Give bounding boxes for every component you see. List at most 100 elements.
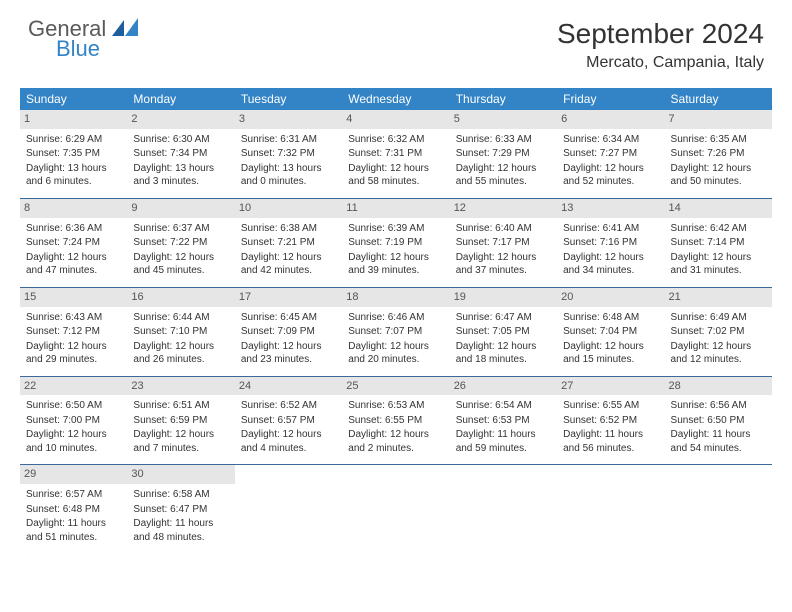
logo-text-part2: Blue	[56, 38, 138, 60]
daylight-text: Daylight: 12 hours and 31 minutes.	[671, 251, 766, 278]
sunrise-text: Sunrise: 6:38 AM	[241, 222, 336, 236]
sunrise-text: Sunrise: 6:55 AM	[563, 399, 658, 413]
calendar-row: 29 Sunrise: 6:57 AMSunset: 6:48 PM Dayligh…	[20, 465, 772, 553]
day-number: 16	[127, 288, 234, 307]
calendar-cell: 23Sunrise: 6:51 AMSunset: 6:59 PMDayligh…	[127, 376, 234, 465]
daylight-text: Daylight: 12 hours and 18 minutes.	[456, 340, 551, 367]
sunset-text: Sunset: 7:09 PM	[241, 325, 336, 339]
daylight-text: Daylight: 11 hours and 48 minutes.	[133, 517, 228, 544]
daylight-text: Daylight: 12 hours and 15 minutes.	[563, 340, 658, 367]
calendar-cell: 7Sunrise: 6:35 AMSunset: 7:26 PMDaylight…	[665, 110, 772, 198]
calendar-cell: 26Sunrise: 6:54 AMSunset: 6:53 PMDayligh…	[450, 376, 557, 465]
day-number: 26	[450, 377, 557, 396]
daylight-text: Daylight: 12 hours and 37 minutes.	[456, 251, 551, 278]
daylight-text: Daylight: 11 hours and 59 minutes.	[456, 428, 551, 455]
sunrise-text: Sunrise: 6:53 AM	[348, 399, 443, 413]
calendar-cell: 4 Sunrise: 6:32 AMSunset: 7:31 PMDaylight…	[342, 110, 449, 198]
daylight-text: Daylight: 12 hours and 52 minutes.	[563, 162, 658, 189]
day-number: 25	[342, 377, 449, 396]
sunrise-text: Sunrise: 6:45 AM	[241, 311, 336, 325]
calendar-cell: 17Sunrise: 6:45 AMSunset: 7:09 PMDayligh…	[235, 287, 342, 376]
day-number: 3	[235, 110, 342, 129]
sunset-text: Sunset: 7:04 PM	[563, 325, 658, 339]
day-number: 28	[665, 377, 772, 396]
logo-text: General Blue	[28, 18, 138, 60]
logo: General Blue	[28, 18, 138, 60]
daylight-text: Daylight: 12 hours and 47 minutes.	[26, 251, 121, 278]
sunrise-text: Sunrise: 6:51 AM	[133, 399, 228, 413]
sunrise-text: Sunrise: 6:42 AM	[671, 222, 766, 236]
daylight-text: Daylight: 12 hours and 29 minutes.	[26, 340, 121, 367]
day-number: 19	[450, 288, 557, 307]
sunset-text: Sunset: 6:57 PM	[241, 414, 336, 428]
sunset-text: Sunset: 7:26 PM	[671, 147, 766, 161]
sunrise-text: Sunrise: 6:41 AM	[563, 222, 658, 236]
sunrise-text: Sunrise: 6:31 AM	[241, 133, 336, 147]
title-block: September 2024 Mercato, Campania, Italy	[557, 18, 764, 72]
calendar-cell: 30 Sunrise: 6:58 AMSunset: 6:47 PMDayligh…	[127, 465, 234, 553]
calendar-row: 22 Sunrise: 6:50 AMSunset: 7:00 PM Dayligh…	[20, 376, 772, 465]
calendar-cell: 14Sunrise: 6:42 AMSunset: 7:14 PMDayligh…	[665, 198, 772, 287]
daylight-text: Daylight: 12 hours and 34 minutes.	[563, 251, 658, 278]
day-number: 27	[557, 377, 664, 396]
daylight-text: Daylight: 12 hours and 2 minutes.	[348, 428, 443, 455]
day-number: 22	[20, 377, 127, 396]
sunset-text: Sunset: 7:12 PM	[26, 325, 121, 339]
calendar-cell: 15Sunrise: 6:43 AMSunset: 7:12 PMDayligh…	[20, 287, 127, 376]
calendar-row: 8Sunrise: 6:36 AMSunset: 7:24 PMDaylight…	[20, 198, 772, 287]
day-number: 29	[20, 465, 127, 484]
calendar-cell: 11Sunrise: 6:39 AMSunset: 7:19 PMDayligh…	[342, 198, 449, 287]
sunrise-text: Sunrise: 6:32 AM	[348, 133, 443, 147]
sunset-text: Sunset: 6:48 PM	[26, 503, 121, 517]
calendar-table: Sunday Monday Tuesday Wednesday Thursday…	[20, 88, 772, 553]
sunset-text: Sunset: 7:27 PM	[563, 147, 658, 161]
calendar-cell: 16Sunrise: 6:44 AMSunset: 7:10 PMDayligh…	[127, 287, 234, 376]
sunrise-text: Sunrise: 6:52 AM	[241, 399, 336, 413]
calendar-cell	[450, 465, 557, 553]
day-number: 11	[342, 199, 449, 218]
daylight-text: Daylight: 12 hours and 7 minutes.	[133, 428, 228, 455]
calendar-cell: 27Sunrise: 6:55 AMSunset: 6:52 PMDayligh…	[557, 376, 664, 465]
sunrise-text: Sunrise: 6:46 AM	[348, 311, 443, 325]
sunrise-text: Sunrise: 6:48 AM	[563, 311, 658, 325]
sunset-text: Sunset: 7:19 PM	[348, 236, 443, 250]
sunrise-text: Sunrise: 6:57 AM	[26, 488, 121, 502]
calendar-cell: 20Sunrise: 6:48 AMSunset: 7:04 PMDayligh…	[557, 287, 664, 376]
header: General Blue September 2024 Mercato, Cam…	[0, 0, 792, 80]
sunrise-text: Sunrise: 6:49 AM	[671, 311, 766, 325]
daylight-text: Daylight: 12 hours and 58 minutes.	[348, 162, 443, 189]
daylight-text: Daylight: 12 hours and 50 minutes.	[671, 162, 766, 189]
calendar-cell: 6Sunrise: 6:34 AMSunset: 7:27 PMDaylight…	[557, 110, 664, 198]
sunset-text: Sunset: 7:32 PM	[241, 147, 336, 161]
sunrise-text: Sunrise: 6:36 AM	[26, 222, 121, 236]
sunset-text: Sunset: 7:34 PM	[133, 147, 228, 161]
day-number: 1	[20, 110, 127, 129]
calendar-cell: 21Sunrise: 6:49 AMSunset: 7:02 PMDayligh…	[665, 287, 772, 376]
sunset-text: Sunset: 7:00 PM	[26, 414, 121, 428]
calendar-cell: 3Sunrise: 6:31 AMSunset: 7:32 PMDaylight…	[235, 110, 342, 198]
daylight-text: Daylight: 12 hours and 39 minutes.	[348, 251, 443, 278]
day-number: 7	[665, 110, 772, 129]
sunrise-text: Sunrise: 6:50 AM	[26, 399, 121, 413]
sail-icon	[112, 18, 138, 36]
day-number: 13	[557, 199, 664, 218]
day-number: 12	[450, 199, 557, 218]
calendar-cell	[665, 465, 772, 553]
sunset-text: Sunset: 7:16 PM	[563, 236, 658, 250]
sunrise-text: Sunrise: 6:58 AM	[133, 488, 228, 502]
daylight-text: Daylight: 12 hours and 45 minutes.	[133, 251, 228, 278]
day-number: 4	[342, 110, 449, 129]
daylight-text: Daylight: 13 hours and 6 minutes.	[26, 162, 121, 189]
day-number: 30	[127, 465, 234, 484]
calendar-cell: 12Sunrise: 6:40 AMSunset: 7:17 PMDayligh…	[450, 198, 557, 287]
sunset-text: Sunset: 6:47 PM	[133, 503, 228, 517]
sunrise-text: Sunrise: 6:33 AM	[456, 133, 551, 147]
sunset-text: Sunset: 7:31 PM	[348, 147, 443, 161]
sunset-text: Sunset: 7:21 PM	[241, 236, 336, 250]
sunset-text: Sunset: 7:07 PM	[348, 325, 443, 339]
daylight-text: Daylight: 12 hours and 42 minutes.	[241, 251, 336, 278]
calendar-cell: 22Sunrise: 6:50 AMSunset: 7:00 PMDayligh…	[20, 376, 127, 465]
weekday-header: Wednesday	[342, 88, 449, 110]
day-number: 8	[20, 199, 127, 218]
day-number: 10	[235, 199, 342, 218]
